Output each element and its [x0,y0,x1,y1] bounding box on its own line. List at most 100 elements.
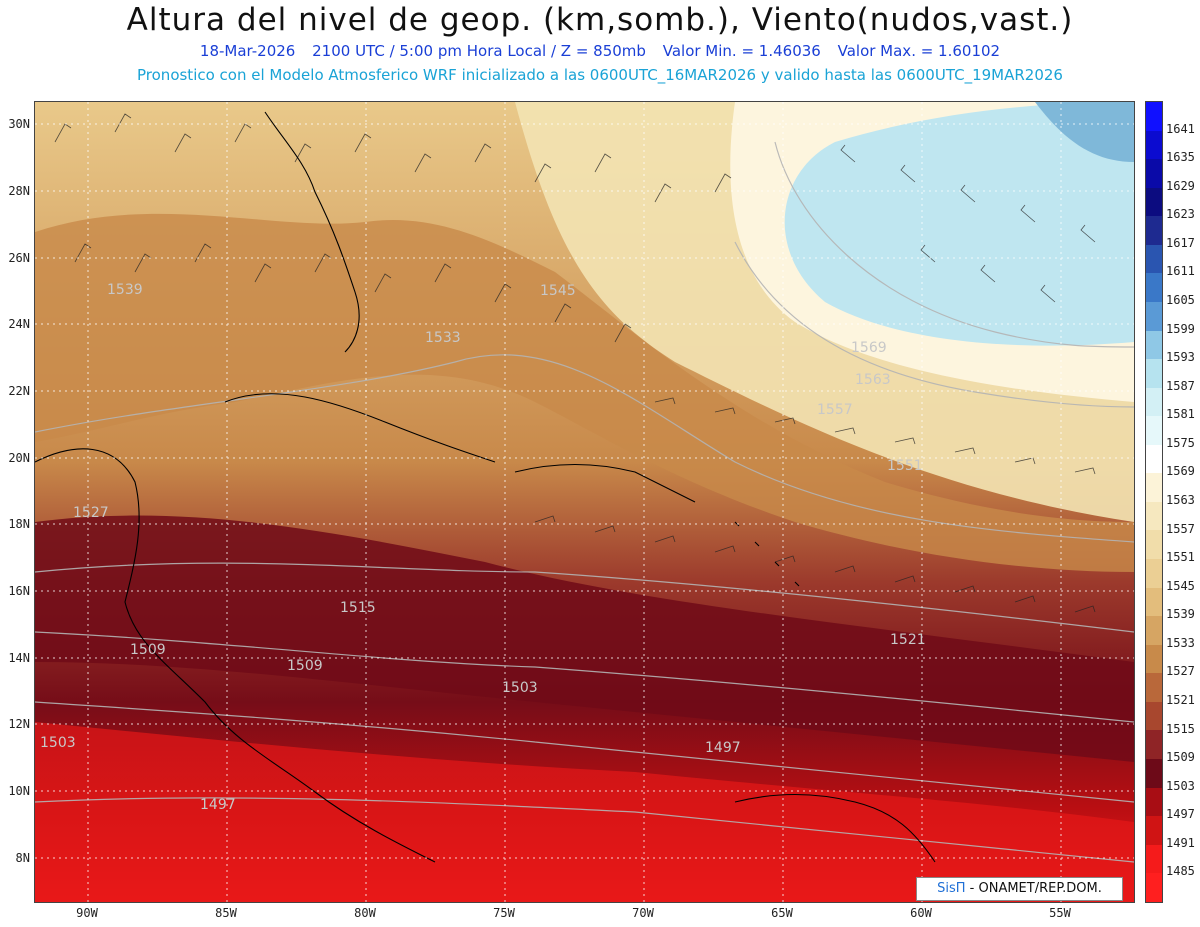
contour-label: 1539 [107,282,143,298]
colorbar-level-label: 1587 [1166,378,1195,393]
colorbar-swatch [1146,730,1162,759]
colorbar-level-label: 1581 [1166,407,1195,422]
credit-brand: SisΠ [937,881,966,896]
colorbar-level-label: 1533 [1166,635,1195,650]
colorbar-level-label: 1497 [1166,807,1195,822]
colorbar-swatch [1146,530,1162,559]
colorbar-swatch [1146,130,1162,160]
contour-label: 1563 [855,372,891,388]
geopotential-map: 1539 1533 1545 1527 1515 1509 1503 1497 … [35,102,1134,902]
credit-box: SisΠ - ONAMET/REP.DOM. [916,877,1123,901]
colorbar-swatch [1146,501,1162,531]
colorbar-swatch [1146,359,1162,388]
lat-label: 14N [8,651,30,665]
colorbar-level-label: 1635 [1166,150,1195,165]
colorbar [1145,101,1163,903]
colorbar-swatch [1146,387,1162,417]
lon-label: 80W [354,906,376,920]
model-info-line: Pronostico con el Modelo Atmosferico WRF… [137,66,1063,84]
max-value: Valor Max. = 1.60102 [837,42,1001,60]
mid-band [35,213,1134,573]
colorbar-level-label: 1515 [1166,721,1195,736]
lat-label: 28N [8,184,30,198]
colorbar-swatch [1146,673,1162,702]
colorbar-swatch [1146,787,1162,817]
lat-label: 8N [15,851,30,865]
colorbar-level-label: 1575 [1166,435,1195,450]
colorbar-swatch [1146,816,1162,845]
colorbar-level-label: 1599 [1166,321,1195,336]
contour-label: 1551 [887,458,923,474]
contour-label: 1545 [540,283,576,299]
colorbar-level-label: 1521 [1166,693,1195,707]
colorbar-swatch [1146,844,1162,874]
lat-label: 18N [8,517,30,531]
colorbar-swatch [1146,559,1162,588]
colorbar-swatch [1146,273,1162,302]
trough-band [35,515,1134,762]
colorbar-swatch [1146,444,1162,474]
lon-label: 60W [910,906,932,920]
lat-label: 10N [8,784,30,798]
lat-label: 24N [8,317,30,331]
colorbar-level-label: 1539 [1166,607,1195,622]
colorbar-swatch [1146,330,1162,360]
colorbar-swatch [1146,587,1162,617]
colorbar-level-label: 1509 [1166,750,1195,765]
colorbar-level-label: 1491 [1166,835,1195,850]
colorbar-level-label: 1485 [1166,864,1195,879]
lat-label: 12N [8,717,30,731]
map-panel: 1539 1533 1545 1527 1515 1509 1503 1497 … [34,101,1135,903]
contour-label: 1515 [340,600,376,616]
contour-label: 1569 [851,340,887,356]
colorbar-swatch [1146,616,1162,645]
lon-label: 65W [771,906,793,920]
lon-label: 70W [632,906,654,920]
colorbar-swatch [1146,416,1162,445]
colorbar-swatch [1146,473,1162,502]
contour-label: 1533 [425,330,461,346]
colorbar-level-label: 1617 [1166,235,1195,250]
contour-label: 1497 [200,797,236,813]
lat-label: 26N [8,251,30,265]
colorbar-swatch [1146,701,1162,731]
lon-label: 55W [1049,906,1071,920]
colorbar-level-label: 1527 [1166,664,1195,679]
contour-label: 1521 [890,632,926,648]
valid-date: 18-Mar-2026 [199,42,296,60]
lat-label: 30N [8,117,30,131]
contour-lines [35,141,1134,863]
contour-label: 1509 [287,658,323,674]
colorbar-swatch [1146,873,1162,902]
valid-time-line: 18-Mar-2026 2100 UTC / 5:00 pm Hora Loca… [0,42,1200,60]
contour-label: 1497 [705,740,741,756]
colorbar-swatch [1146,216,1162,245]
colorbar-level-label: 1611 [1166,264,1195,279]
low-center [784,102,1134,346]
colorbar-level-label: 1563 [1166,493,1195,507]
colorbar-level-label: 1593 [1166,350,1195,365]
colorbar-swatch [1146,187,1162,217]
colorbar-level-label: 1629 [1166,178,1195,193]
low-core [1035,102,1134,162]
colorbar-level-label: 1503 [1166,778,1195,793]
min-value: Valor Min. = 1.46036 [662,42,821,60]
lon-label: 75W [493,906,515,920]
colorbar-level-label: 1605 [1166,293,1195,307]
colorbar-swatch [1146,244,1162,274]
southern-band [35,722,1134,902]
colorbar-level-label: 1641 [1166,121,1195,136]
lon-label: 85W [215,906,237,920]
colorbar-swatch [1146,758,1162,788]
contour-label: 1557 [817,402,853,418]
lat-label: 16N [8,584,30,598]
contour-label: 1509 [130,642,166,658]
colorbar-level-label: 1557 [1166,521,1195,536]
contour-label: 1527 [73,505,109,521]
contour-label-group: 1539 1533 1545 1527 1515 1509 1503 1497 … [40,282,926,813]
graticule [35,102,1134,902]
colorbar-swatch [1146,644,1162,674]
colorbar-level-label: 1545 [1166,578,1195,593]
colorbar-level-label: 1551 [1166,550,1195,565]
colorbar-swatch [1146,102,1162,131]
